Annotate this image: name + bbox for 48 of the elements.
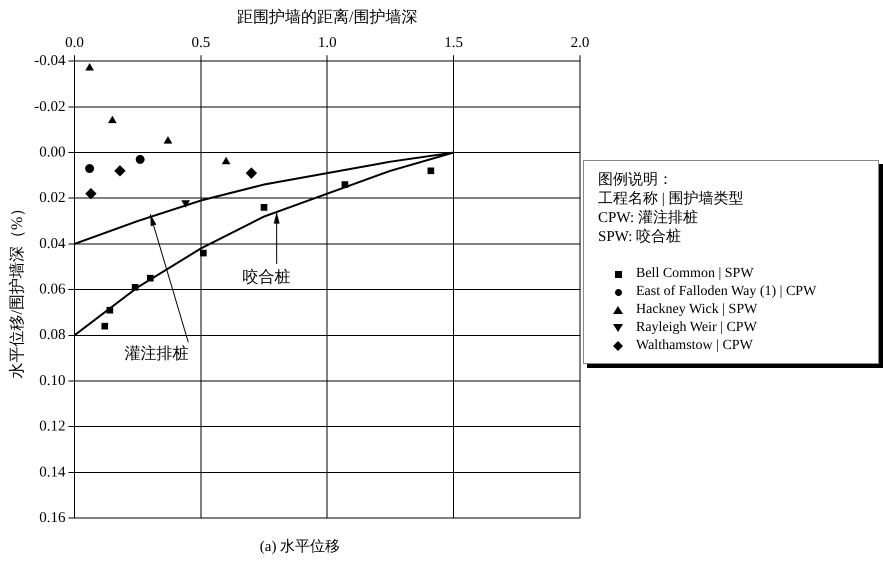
legend-label: Walthamstow | CPW [636, 337, 753, 355]
point [146, 274, 154, 282]
point [428, 168, 434, 174]
y-tick-label: 0.10 [39, 372, 66, 389]
point [86, 64, 94, 71]
text: CPW: 灌注排桩 [598, 209, 699, 228]
x-tick-label: 1.0 [318, 35, 337, 52]
x-tick-label: 1.5 [444, 35, 463, 52]
legend-label: East of Falloden Way (1) | CPW [636, 283, 816, 301]
legend-title: 图例说明： [598, 171, 674, 190]
x-tick-label: 2.0 [570, 35, 590, 52]
y-tick-label: 0.02 [39, 190, 66, 206]
point [246, 168, 257, 179]
point [200, 250, 207, 256]
legend-label: Hackney Wick | SPW [636, 301, 758, 319]
point [85, 188, 96, 200]
y-tick-label: 0.00 [39, 144, 66, 160]
legend-label: Rayleigh Weir | CPW [636, 319, 757, 337]
text: SPW: 咬合桩 [598, 228, 682, 247]
point [342, 181, 348, 188]
point [182, 200, 190, 208]
y-tick-label: 0.04 [39, 236, 66, 252]
y-tick-label: 0.06 [39, 282, 66, 298]
text: (a) 水平位移 [258, 538, 342, 556]
y-tick-label: -0.04 [34, 53, 66, 70]
annotation: 咬合桩 [242, 268, 291, 286]
x-tick-label: 0.5 [191, 35, 210, 52]
text: 工程名称 | 围护墙类型 [598, 190, 745, 209]
point [101, 322, 108, 330]
point [85, 164, 94, 174]
point [260, 204, 268, 211]
y-tick-label: 0.16 [39, 510, 66, 526]
y-axis-title: 水平位移/围护墙深（%） [8, 200, 26, 378]
point [164, 136, 172, 144]
point [106, 306, 114, 314]
point [108, 116, 116, 124]
x-tick-label: 0.0 [65, 35, 84, 52]
x-axis-title: 距围护墙的距离/围护墙深 [236, 8, 418, 26]
y-tick-label: -0.02 [34, 98, 66, 115]
point [114, 165, 126, 176]
y-tick-label: 0.08 [39, 327, 66, 344]
point [132, 284, 138, 291]
y-tick-label: 0.14 [39, 464, 66, 480]
point [222, 157, 230, 164]
annotation: 灌注排桩 [124, 344, 188, 362]
legend-label: Bell Common | SPW [636, 265, 754, 283]
y-tick-label: 0.12 [39, 418, 66, 435]
point [136, 154, 145, 164]
